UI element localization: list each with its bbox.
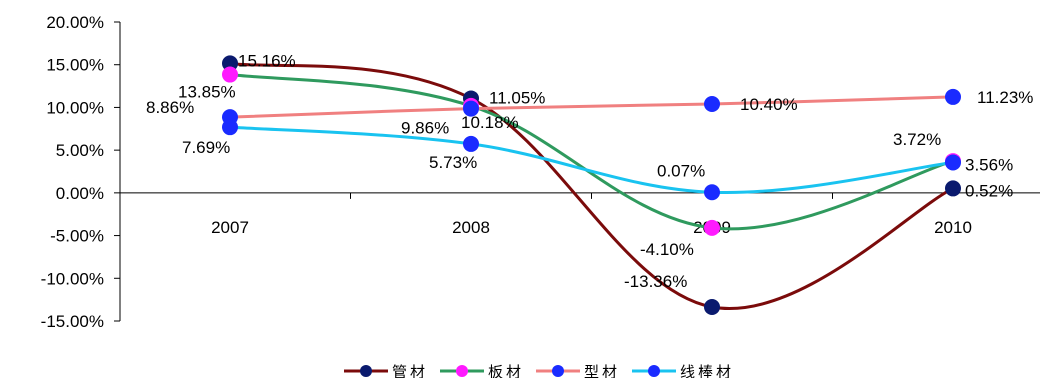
data-label: 7.69% xyxy=(182,138,230,157)
data-label: -4.10% xyxy=(640,240,694,259)
legend-swatch-marker xyxy=(552,365,564,377)
y-tick-label: 5.00% xyxy=(56,141,104,160)
series-line xyxy=(229,61,954,311)
data-point xyxy=(463,100,479,117)
y-tick-label: 20.00% xyxy=(46,13,104,32)
data-point xyxy=(704,298,720,315)
data-point xyxy=(945,88,961,105)
series-markers xyxy=(222,55,961,315)
series-line xyxy=(229,125,954,195)
data-label: -13.36% xyxy=(624,272,687,291)
data-label: 11.23% xyxy=(977,88,1033,107)
data-label: 8.86% xyxy=(146,98,194,117)
data-point xyxy=(463,135,479,152)
x-tick-label: 2007 xyxy=(211,218,249,237)
legend-swatch-marker xyxy=(456,365,468,377)
data-point xyxy=(945,180,961,197)
data-label: 13.85% xyxy=(178,83,236,102)
data-label: 0.07% xyxy=(657,161,705,180)
data-point xyxy=(704,96,720,113)
data-label: 5.73% xyxy=(429,153,477,172)
data-point xyxy=(704,219,720,236)
data-label: 0.52% xyxy=(965,181,1013,200)
data-point xyxy=(704,184,720,201)
data-point xyxy=(945,154,961,171)
legend-label: 管材 xyxy=(392,363,428,378)
series-lines xyxy=(229,61,954,311)
legend-label: 板材 xyxy=(488,363,524,378)
legend-swatch-marker xyxy=(360,365,372,377)
series-line xyxy=(229,95,954,119)
y-tick-label: -15.00% xyxy=(41,312,104,331)
data-label: 3.56% xyxy=(965,155,1013,174)
data-point xyxy=(222,119,238,136)
x-tick-label: 2008 xyxy=(452,218,490,237)
y-tick-label: 15.00% xyxy=(46,56,104,75)
legend-label: 型材 xyxy=(584,363,620,378)
y-tick-label: 10.00% xyxy=(46,98,104,117)
data-point xyxy=(222,66,238,83)
legend-label: 线棒材 xyxy=(680,363,734,378)
data-labels: 15.16% 11.05% -13.36% 0.52% 13.85% 10.18% -4.1… xyxy=(146,51,1033,291)
data-point xyxy=(222,55,238,72)
legend: 管材 板材 型材 线棒材 xyxy=(344,363,734,378)
data-label: 15.16% xyxy=(238,51,296,70)
axes: 20.00% 15.00% 10.00% 5.00% 0.00% -5.00% -10.00… xyxy=(41,13,1040,331)
x-tick-label: 2010 xyxy=(934,218,972,237)
data-label: 10.18% xyxy=(461,113,519,132)
y-tick-label: -10.00% xyxy=(41,269,104,288)
series-line xyxy=(229,73,954,231)
y-tick-label: 0.00% xyxy=(56,184,104,203)
data-label: 9.86% xyxy=(401,119,449,138)
data-label: 10.40% xyxy=(740,95,798,114)
legend-swatch-marker xyxy=(648,365,660,377)
y-tick-label: -5.00% xyxy=(50,227,104,246)
data-label: 3.72% xyxy=(893,130,941,149)
data-label: 11.05% xyxy=(489,88,545,107)
